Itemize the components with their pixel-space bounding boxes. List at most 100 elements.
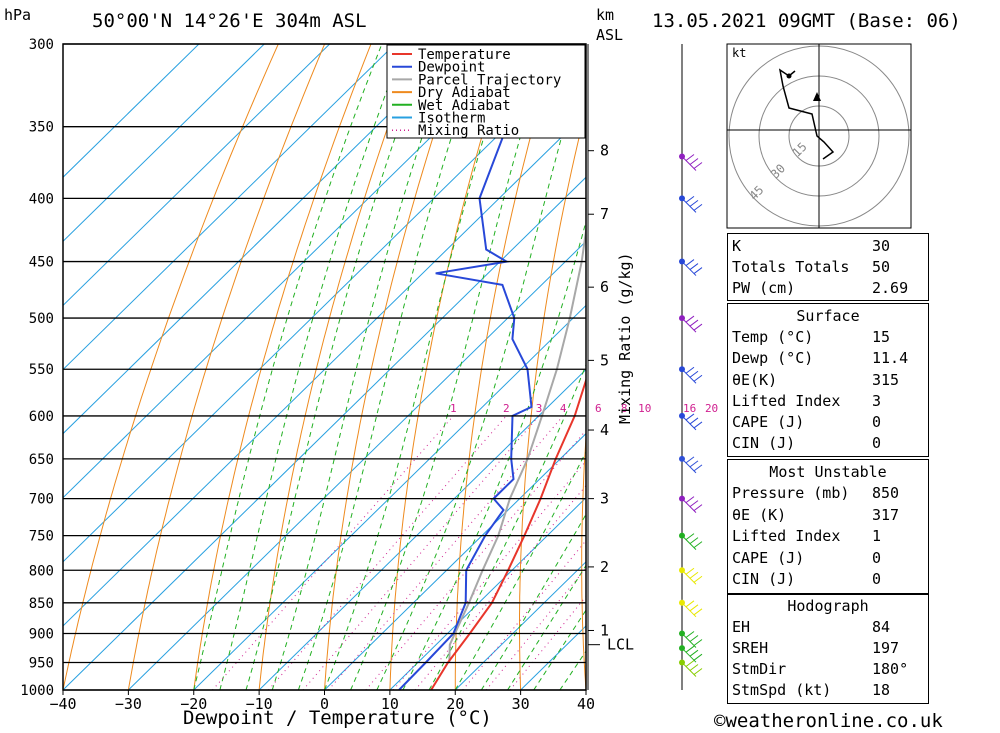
wet-adiabat-line	[219, 44, 405, 690]
mixing-ratio-line	[365, 429, 586, 690]
height-tick-label: 3	[600, 490, 609, 508]
x-tick-label: 0	[320, 695, 329, 713]
pressure-tick-label: 550	[29, 362, 54, 378]
mixing-ratio-tick-label: 6	[595, 402, 602, 415]
height-tick-label: 5	[600, 351, 609, 369]
pressure-tick-label: 1000	[20, 683, 54, 699]
x-tick-label: 40	[577, 695, 595, 713]
k-index-label: K	[732, 237, 742, 255]
pressure-tick-label: 900	[29, 626, 54, 642]
hodograph-unit-label: kt	[732, 46, 746, 60]
mu-li-label: Lifted Index	[732, 527, 841, 545]
height-tick-label: 4	[600, 421, 609, 439]
stmspd-value: 18	[872, 681, 891, 699]
most-unstable-title: Most Unstable	[769, 463, 887, 481]
legend-box	[386, 44, 586, 139]
mu-theta-label: θE (K)	[732, 506, 787, 524]
legend-entry-label: Isotherm	[418, 111, 485, 127]
mixing-ratio-tick-label: 1	[450, 402, 457, 415]
mixing-ratio-tick-label: 3	[536, 402, 543, 415]
totals-totals-label: Totals Totals	[732, 258, 850, 276]
surface-theta-label: θE(K)	[732, 371, 778, 389]
wind-barb	[681, 567, 703, 585]
pressure-tick-label: 600	[29, 409, 54, 425]
hodograph-end-dot	[786, 73, 792, 79]
mixing-ratio-tick-label: 4	[560, 402, 567, 415]
surface-temp-label: Temp (°C)	[732, 328, 814, 346]
isotherm-line	[63, 176, 586, 690]
surface-title: Surface	[796, 307, 860, 325]
legend-entry-label: Temperature	[418, 47, 511, 63]
indices-panel: K 30 Totals Totals 50 PW (cm) 2.69	[727, 233, 929, 301]
wet-adiabat-line	[245, 44, 429, 690]
wet-adiabat-line	[324, 44, 514, 690]
isotherm-line	[63, 44, 461, 435]
eh-value: 84	[872, 618, 891, 636]
isotherm-line	[389, 497, 586, 690]
wet-adiabat-line	[402, 219, 586, 690]
isotherm-line	[63, 44, 265, 243]
surface-theta-value: 315	[872, 371, 900, 389]
pressure-tick-label: 950	[29, 655, 54, 671]
wet-adiabat-line	[193, 44, 383, 690]
k-index-value: 30	[872, 237, 891, 255]
wet-adiabat-line	[350, 44, 549, 690]
plot-frame	[62, 43, 587, 691]
dry-adiabat-line	[63, 44, 279, 690]
wind-barb	[681, 315, 703, 333]
totals-totals-value: 50	[872, 258, 891, 276]
surface-li-value: 3	[872, 392, 882, 410]
mixing-ratio-tick-label: 16	[683, 402, 696, 415]
x-tick-label: 30	[512, 695, 530, 713]
surface-cape-value: 0	[872, 413, 882, 431]
lcl-label: LCL	[607, 636, 634, 654]
isotherm-line	[128, 240, 586, 690]
isotherm-line	[324, 432, 586, 690]
dry-adiabat-line	[968, 44, 1000, 690]
height-unit-asl: ASL	[596, 26, 624, 44]
pressure-tick-label: 850	[29, 596, 54, 612]
wet-adiabat-line	[428, 363, 586, 690]
x-tick-label: −40	[49, 695, 76, 713]
mixing-ratio-tick-label: 10	[638, 402, 651, 415]
pressure-tick-label: 750	[29, 529, 54, 545]
hodograph-trace	[778, 68, 835, 160]
sreh-value: 197	[872, 639, 900, 657]
height-tick-label: 8	[600, 142, 609, 160]
dry-adiabat-line	[519, 106, 586, 690]
mu-li-value: 1	[872, 527, 882, 545]
surface-dewp-value: 11.4	[872, 349, 909, 367]
dry-adiabat-line	[454, 44, 557, 690]
x-axis-label: Dewpoint / Temperature (°C)	[183, 707, 492, 729]
wind-barb	[681, 154, 703, 171]
surface-li-label: Lifted Index	[732, 392, 841, 410]
mixing-ratio-line	[392, 460, 586, 690]
height-tick-label: 7	[600, 205, 609, 223]
pressure-tick-label: 450	[29, 255, 54, 271]
pressure-tick-label: 400	[29, 191, 54, 207]
hodograph-stats-title: Hodograph	[787, 597, 869, 615]
mu-cin-label: CIN (J)	[732, 570, 796, 588]
surface-cape-label: CAPE (J)	[732, 413, 805, 431]
surface-panel: Surface Temp (°C) 15 Dewp (°C) 11.4 θE(K) 3…	[727, 303, 929, 457]
wind-barb	[681, 259, 703, 276]
mu-cape-value: 0	[872, 549, 882, 567]
pressure-tick-label: 350	[29, 120, 54, 136]
location-label: 50°00'N 14°26'E 304m ASL	[92, 10, 367, 32]
wet-adiabat-line	[297, 44, 483, 690]
isotherm-line	[63, 44, 396, 371]
wind-barb	[681, 533, 703, 550]
mu-cape-label: CAPE (J)	[732, 549, 805, 567]
wind-barb	[681, 600, 703, 618]
stmdir-label: StmDir	[732, 660, 787, 678]
storm-motion-marker	[813, 92, 821, 101]
mixing-ratio-axis-label: Mixing Ratio (g/kg)	[616, 252, 634, 424]
stmdir-value: 180°	[872, 660, 909, 678]
height-tick-label: 1	[600, 621, 609, 639]
pw-value: 2.69	[872, 279, 909, 297]
series-dewpoint-line	[398, 44, 533, 690]
mixing-ratio-tick-label: 20	[705, 402, 718, 415]
